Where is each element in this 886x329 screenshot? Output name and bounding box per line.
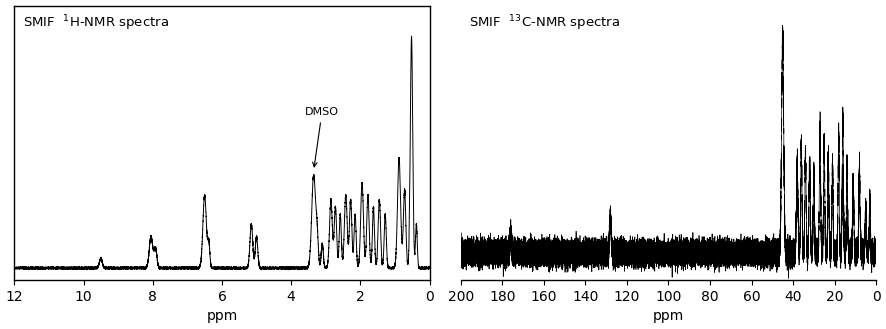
X-axis label: ppm: ppm [653,310,684,323]
X-axis label: ppm: ppm [206,310,237,323]
Text: SMIF  $^{13}$C-NMR spectra: SMIF $^{13}$C-NMR spectra [470,14,620,34]
Text: DMSO: DMSO [305,107,339,167]
Text: SMIF  $^{1}$H-NMR spectra: SMIF $^{1}$H-NMR spectra [23,14,168,34]
